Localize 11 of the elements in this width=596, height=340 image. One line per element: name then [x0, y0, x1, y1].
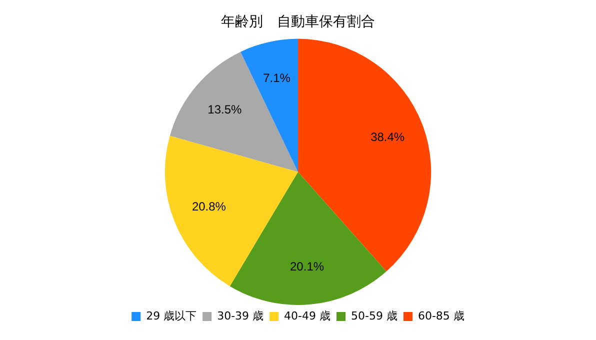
chart-title: 年齢別 自動車保有割合: [221, 14, 375, 30]
data-label: 20.8%: [192, 200, 226, 214]
legend-label: 50-59 歳: [350, 309, 398, 322]
data-label: 20.1%: [290, 260, 324, 274]
legend-label: 40-49 歳: [284, 309, 331, 322]
legend-label: 60-85 歳: [418, 309, 464, 322]
data-label: 7.1%: [263, 70, 291, 85]
legend-label: 30-39 歳: [217, 309, 264, 322]
legend-label: 29 歳以下: [146, 309, 197, 322]
data-label: 38.4%: [370, 130, 405, 144]
data-label: 13.5%: [208, 102, 242, 116]
